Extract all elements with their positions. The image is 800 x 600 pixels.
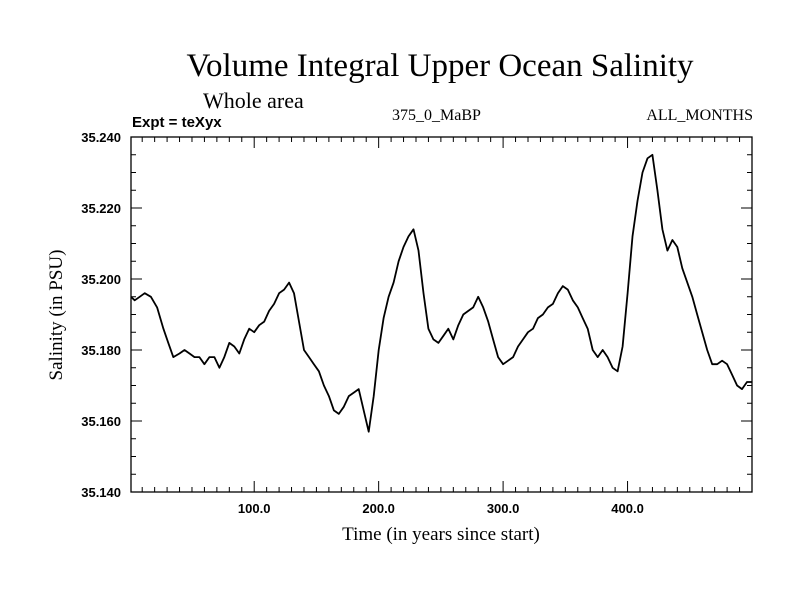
y-tick-label: 35.220 — [81, 201, 121, 216]
salinity-series-line — [130, 153, 752, 433]
tick-labels: 100.0 200.0 300.0 400.0 35.140 35.160 35.180 35… — [81, 130, 644, 516]
x-tick-label: 100.0 — [238, 501, 271, 516]
y-tick-label: 35.180 — [81, 343, 121, 358]
y-tick-label: 35.240 — [81, 130, 121, 145]
months-label: ALL_MONTHS — [646, 107, 753, 124]
run-label: 375_0_MaBP — [392, 107, 481, 124]
plot-frame — [130, 136, 753, 493]
x-tick-label: 200.0 — [362, 501, 395, 516]
y-axis-title: Salinity (in PSU) — [46, 250, 67, 381]
experiment-label: Expt = teXyx — [132, 114, 222, 131]
axis-ticks — [131, 137, 752, 492]
y-tick-label: 35.140 — [81, 485, 121, 500]
x-tick-label: 300.0 — [487, 501, 520, 516]
y-tick-label: 35.200 — [81, 272, 121, 287]
chart-subtitle: Whole area — [203, 88, 304, 113]
x-tick-label: 400.0 — [611, 501, 644, 516]
x-axis-title: Time (in years since start) — [342, 524, 540, 545]
y-tick-label: 35.160 — [81, 414, 121, 429]
chart-title: Volume Integral Upper Ocean Salinity — [186, 48, 694, 84]
